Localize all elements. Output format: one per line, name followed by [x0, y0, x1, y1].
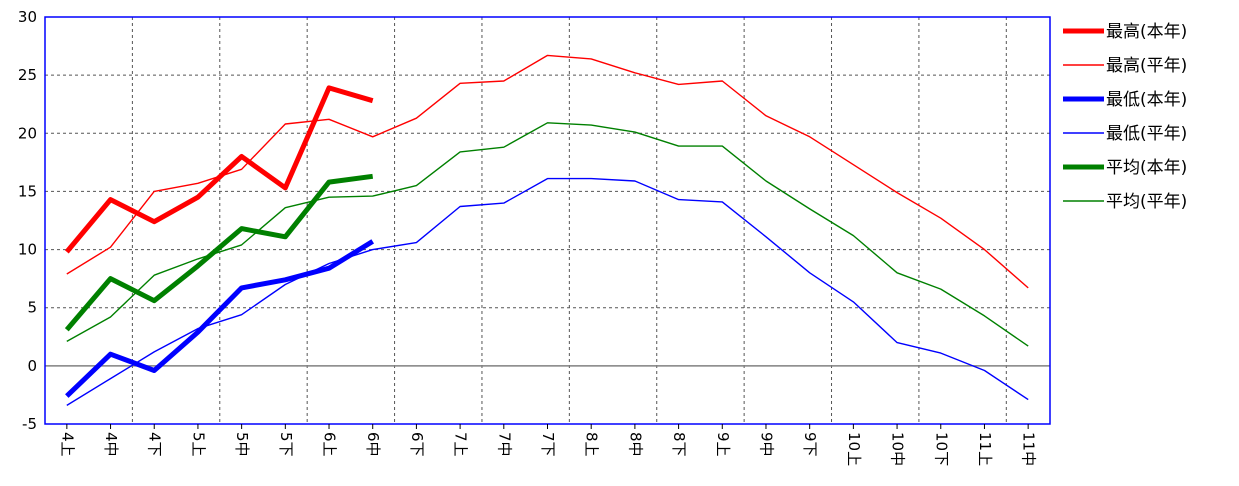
- y-tick-label: 0: [27, 357, 37, 375]
- x-tick-label: 10中: [889, 432, 907, 466]
- y-tick-label: 5: [27, 299, 37, 317]
- y-tick-label: 30: [18, 8, 37, 26]
- x-tick-label: 4上: [58, 432, 76, 457]
- x-tick-label: 6中: [364, 432, 382, 457]
- y-tick-label: 10: [18, 241, 37, 259]
- x-axis-tick-labels: 4上 4中 4下 5上 5中 5下 6上 6中 6下 7上 7中 7下 8上 8中 8下 9上 9中 9下 10上 1…: [58, 424, 1038, 466]
- x-tick-label: 10下: [932, 432, 950, 466]
- x-tick-label: 6上: [321, 432, 339, 457]
- x-tick-label: 9下: [801, 432, 819, 457]
- series-line: [65, 239, 375, 398]
- x-tick-label: 9上: [714, 432, 732, 457]
- grid-lines: [45, 17, 1050, 424]
- x-tick-label: 11中: [1020, 432, 1038, 466]
- legend-label: 平均(本年): [1106, 158, 1187, 178]
- x-tick-label: 8下: [670, 432, 688, 457]
- legend: 最高(本年) 最高(平年) 最低(本年) 最低(平年) 平均(本年) 平均(平年): [1063, 22, 1187, 212]
- y-tick-label: -5: [22, 415, 37, 433]
- x-tick-label: 9中: [757, 432, 775, 457]
- x-tick-label: 8中: [626, 432, 644, 457]
- legend-label: 平均(平年): [1106, 192, 1187, 212]
- series-lines: [64, 54, 1029, 406]
- x-tick-label: 5上: [189, 432, 207, 457]
- x-tick-label: 4中: [102, 432, 120, 457]
- x-tick-label: 8上: [583, 432, 601, 457]
- x-tick-label: 10上: [845, 432, 863, 466]
- x-tick-label: 11上: [976, 432, 994, 466]
- legend-label: 最高(平年): [1106, 56, 1187, 76]
- x-tick-label: 6下: [408, 432, 426, 457]
- legend-label: 最低(平年): [1106, 124, 1187, 144]
- x-tick-label: 7中: [495, 432, 513, 457]
- series-line: [66, 177, 1029, 406]
- series-line: [66, 54, 1029, 289]
- y-axis-tick-labels: -5 0 5 10 15 20 25 30: [18, 8, 37, 433]
- plot-area-border: [44, 16, 1051, 425]
- x-tick-label: 4下: [146, 432, 164, 457]
- y-tick-label: 25: [18, 66, 37, 84]
- x-tick-label: 5中: [233, 432, 251, 457]
- x-tick-label: 7上: [452, 432, 470, 457]
- series-line: [64, 173, 374, 332]
- series-line: [66, 122, 1029, 347]
- x-tick-label: 5下: [277, 432, 295, 457]
- x-tick-label: 7下: [539, 432, 557, 457]
- y-tick-label: 20: [18, 124, 37, 142]
- legend-label: 最低(本年): [1106, 90, 1187, 110]
- y-tick-label: 15: [18, 182, 37, 200]
- legend-label: 最高(本年): [1106, 22, 1187, 42]
